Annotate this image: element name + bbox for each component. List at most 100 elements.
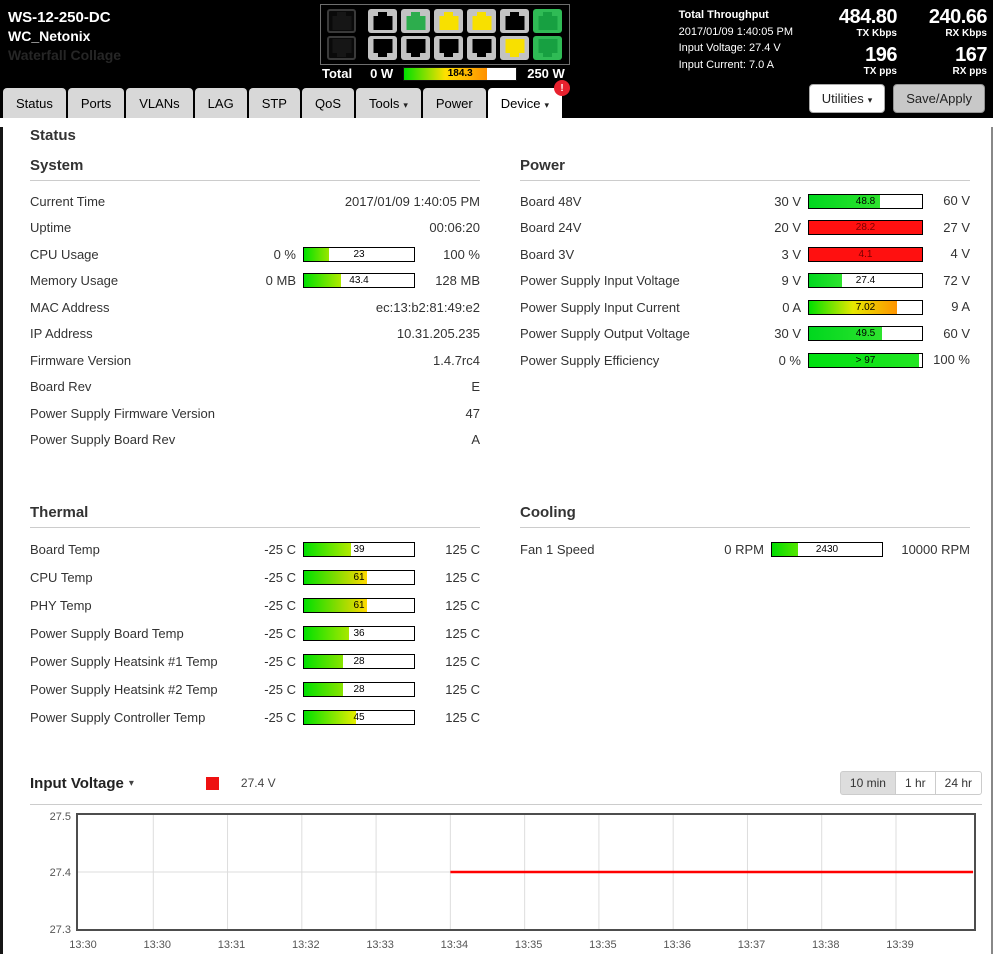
tab-label: Ports [80,96,112,111]
tx-stats-column: 484.80 TX Kbps 196 TX pps [811,7,898,83]
gauge-fill [809,300,898,314]
port-column [533,9,562,60]
range-10-min[interactable]: 10 min [839,771,896,795]
gauge-min-label: -25 C [264,625,296,641]
row-power-supply-input-current: Power Supply Input Current 0 A 7.02 9 A [520,294,970,321]
row-board-48v: Board 48V 30 V 48.8 60 V [520,188,970,215]
tab-label: STP [261,96,287,111]
row-value: A [471,432,480,448]
port-column [434,9,463,60]
tab-device[interactable]: Device ▾! [487,80,571,118]
gauge-fill [809,353,919,367]
tab-label: Device [500,96,541,111]
gauge-fill [304,654,343,668]
port-column [327,9,356,60]
gauge-fill [809,194,881,208]
total-power-gauge: 184.3 [403,66,518,81]
row-label: Board 48V [520,193,582,209]
row-board-3v: Board 3V 3 V 4.1 4 V [520,241,970,268]
range-24-hr[interactable]: 24 hr [934,771,982,795]
row-power-supply-board-temp: Power Supply Board Temp -25 C 36 125 C [30,619,480,647]
row-label: Board 24V [520,220,582,236]
gauge-fill [304,542,352,556]
tab-ports[interactable]: Ports [67,88,125,118]
board-24v-gauge: 28.2 [808,220,923,236]
utilities-button-label: Utilities [821,91,864,106]
rx-stats-column: 240.66 RX Kbps 167 RX pps [901,7,988,83]
throughput-input-voltage: Input Voltage: 27.4 V [678,42,781,54]
port-indicator-off [434,36,463,60]
gauge-min-label: 30 V [774,193,801,209]
svg-text:13:33: 13:33 [366,939,394,951]
power-supply-board-temp-gauge: 36 [303,625,415,641]
row-label: IP Address [30,326,93,342]
save-apply-button[interactable]: Save/Apply [893,84,985,113]
time-range-group: 10 min 1 hr 24 hr [839,771,982,795]
input-voltage-chart: 27.5 27.4 27.3 13:30 13:30 13:31 13:32 13:33 13:… [30,811,982,954]
tab-power[interactable]: Power [422,88,486,118]
gauge-min-label: 0 MB [265,273,296,289]
status-grid: System Current Time 2017/01/09 1:40:05 PM… [3,144,990,731]
svg-text:13:30: 13:30 [144,939,172,951]
utilities-button[interactable]: Utilities ▾ [808,84,886,113]
device-model: WS-12-250-DC [8,9,111,26]
gauge-value: 7.02 [855,301,876,313]
gauge-value: 61 [353,571,365,583]
divider [30,527,480,528]
port-indicator-greenbg [533,36,562,60]
tab-status[interactable]: Status [3,88,66,118]
divider [30,180,480,181]
gauge-value: 4.1 [858,248,873,260]
port-indicator-yellow [434,9,463,33]
port-indicator-off [500,9,529,33]
row-value: ec:13:b2:81:49:e2 [375,299,480,315]
chart-title-dropdown[interactable]: Input Voltage [30,774,124,792]
row-current-time: Current Time 2017/01/09 1:40:05 PM [30,188,480,215]
row-power-supply-efficiency: Power Supply Efficiency 0 % > 97 100 % [520,347,970,374]
rj45-jack-icon [472,16,491,30]
caret-down-icon[interactable]: ▾ [128,777,134,789]
gauge-value: 39 [353,543,365,555]
gauge-min-label: -25 C [264,597,296,613]
board-48v-gauge: 48.8 [808,193,923,209]
row-label: Fan 1 Speed [520,541,595,557]
gauge-min-label: -25 C [264,541,296,557]
gauge-max-label: 100 % [443,246,480,262]
gauge-min-label: -25 C [264,653,296,669]
row-label: Power Supply Board Rev [30,432,176,448]
power-supply-input-current-gauge: 7.02 [808,299,923,315]
legend-value: 27.4 V [240,776,276,790]
tab-qos[interactable]: QoS [301,88,354,118]
row-label: Power Supply Output Voltage [520,326,690,342]
row-power-supply-firmware-version: Power Supply Firmware Version 47 [30,400,480,427]
svg-text:13:37: 13:37 [738,939,766,951]
row-label: Power Supply Heatsink #2 Temp [30,681,218,697]
gauge-value: 45 [353,711,365,723]
caret-down-icon: ▾ [544,100,550,110]
total-power-min: 0 W [370,66,394,81]
gauge-max-label: 100 % [933,352,970,368]
row-memory-usage: Memory Usage 0 MB 43.4 128 MB [30,268,480,295]
range-1-hr[interactable]: 1 hr [894,771,936,795]
tab-label: Power [435,96,473,111]
gauge-value: 61 [353,599,365,611]
row-label: Power Supply Efficiency [520,352,660,368]
tab-vlans[interactable]: VLANs [126,88,193,118]
total-power-row: Total 0 W 184.3 250 W [322,66,565,81]
main-tab-bar: Status Ports VLANs LAG STP QoS Tools ▾ Power Devi… [3,80,571,118]
row-power-supply-heatsink-1-temp: Power Supply Heatsink #1 Temp -25 C 28 125 … [30,647,480,675]
tab-tools[interactable]: Tools ▾ [356,88,421,118]
row-power-supply-output-voltage: Power Supply Output Voltage 30 V 49.5 60 V [520,321,970,348]
tab-lag[interactable]: LAG [194,88,247,118]
gauge-min-label: 0 A [782,299,801,315]
svg-text:13:32: 13:32 [292,939,320,951]
tab-stp[interactable]: STP [248,88,300,118]
row-cpu-usage: CPU Usage 0 % 23 100 % [30,241,480,268]
rj45-jack-icon [332,16,351,30]
gauge-fill [304,598,367,612]
gauge-max-label: 125 C [445,681,480,697]
gauge-value: 28.2 [855,222,876,234]
port-indicator-greenbg [533,9,562,33]
gauge-min-label: -25 C [264,681,296,697]
svg-text:13:38: 13:38 [812,939,840,951]
